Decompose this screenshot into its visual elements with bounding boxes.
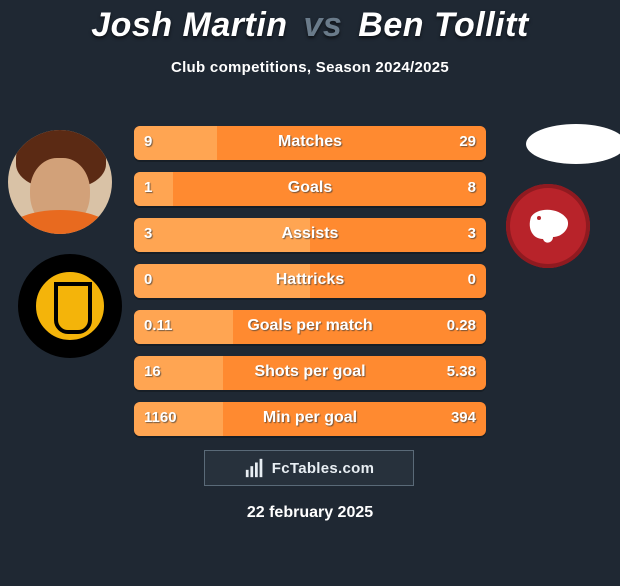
stats-container: 929Matches 18Goals 33Assists 00Hattricks 0.1… bbox=[134, 126, 486, 448]
player1-club-badge bbox=[18, 254, 122, 358]
player2-avatar bbox=[526, 124, 620, 164]
title-vs: vs bbox=[304, 6, 343, 44]
stat-label: Goals per match bbox=[134, 317, 486, 335]
stat-label: Assists bbox=[134, 225, 486, 243]
stat-row: 18Goals bbox=[134, 172, 486, 206]
date-text: 22 february 2025 bbox=[0, 504, 620, 522]
page-title: Josh Martin vs Ben Tollitt bbox=[0, 6, 620, 45]
title-player1: Josh Martin bbox=[91, 6, 287, 44]
player2-club-badge bbox=[506, 184, 590, 268]
subtitle: Club competitions, Season 2024/2025 bbox=[0, 59, 620, 76]
title-player2: Ben Tollitt bbox=[358, 6, 528, 44]
stat-row: 0.110.28Goals per match bbox=[134, 310, 486, 344]
stat-label: Min per goal bbox=[134, 409, 486, 427]
stat-label: Goals bbox=[134, 179, 486, 197]
stat-row: 00Hattricks bbox=[134, 264, 486, 298]
brand-box: FcTables.com bbox=[204, 450, 414, 486]
stat-row: 165.38Shots per goal bbox=[134, 356, 486, 390]
stat-label: Shots per goal bbox=[134, 363, 486, 381]
stat-row: 33Assists bbox=[134, 218, 486, 252]
brand-text: FcTables.com bbox=[272, 460, 375, 477]
player1-avatar bbox=[8, 130, 112, 234]
stat-label: Hattricks bbox=[134, 271, 486, 289]
stat-label: Matches bbox=[134, 133, 486, 151]
chart-icon bbox=[244, 457, 266, 479]
shrimp-icon bbox=[523, 201, 573, 251]
stat-row: 929Matches bbox=[134, 126, 486, 160]
stat-row: 1160394Min per goal bbox=[134, 402, 486, 436]
